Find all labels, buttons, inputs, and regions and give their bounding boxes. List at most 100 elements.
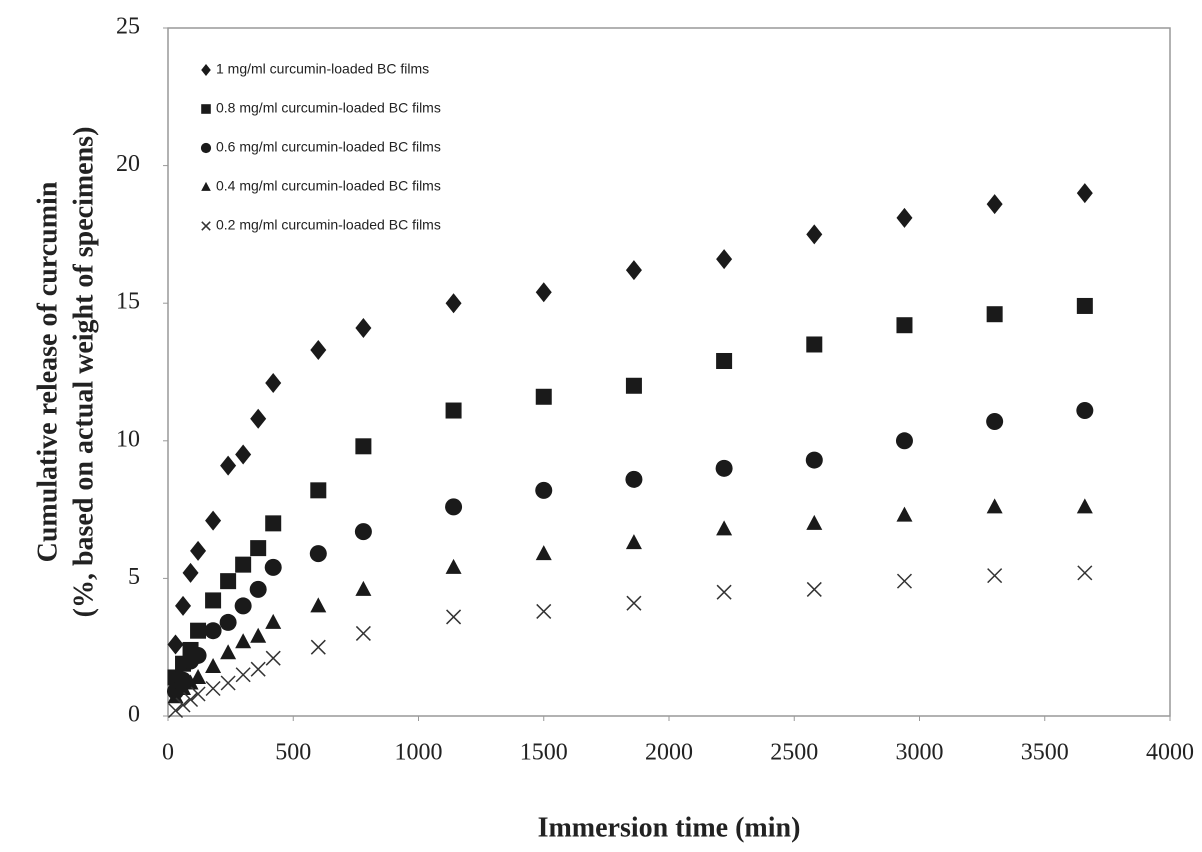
legend-marker: [201, 64, 211, 76]
data-point: [175, 697, 191, 713]
data-point: [189, 646, 207, 664]
data-point: [445, 498, 463, 516]
legend-label: 0.2 mg/ml curcumin-loaded BC films: [216, 217, 441, 233]
data-point: [716, 249, 733, 270]
x-tick-label: 0: [162, 740, 174, 766]
legend-label: 1 mg/ml curcumin-loaded BC films: [216, 61, 429, 77]
data-point: [175, 595, 192, 616]
data-point: [536, 603, 552, 619]
data-point: [987, 568, 1003, 584]
data-point: [190, 540, 207, 561]
y-tick-label: 20: [116, 151, 140, 177]
data-point: [183, 691, 199, 708]
data-point: [175, 679, 192, 695]
data-point: [1076, 402, 1094, 420]
data-point: [535, 388, 552, 405]
data-point: [310, 482, 327, 499]
data-point: [265, 650, 281, 666]
data-point: [895, 432, 913, 450]
data-point: [625, 377, 642, 394]
data-point: [205, 592, 222, 609]
x-tick-label: 2500: [770, 740, 818, 766]
data-point: [896, 207, 913, 228]
data-point: [235, 444, 252, 465]
data-point: [986, 306, 1003, 323]
data-point: [190, 686, 206, 702]
data-point: [625, 534, 642, 550]
y-tick-label: 25: [116, 14, 140, 40]
x-tick-label: 500: [275, 740, 311, 766]
data-point: [716, 584, 732, 600]
data-point: [167, 688, 184, 704]
data-point: [715, 459, 733, 477]
data-point: [446, 609, 462, 625]
data-point: [265, 613, 282, 629]
data-point: [220, 455, 237, 476]
data-point: [265, 373, 282, 394]
x-tick-label: 1500: [520, 740, 568, 766]
data-point: [625, 260, 642, 281]
data-point: [986, 413, 1004, 431]
legend-label: 0.6 mg/ml curcumin-loaded BC films: [216, 139, 441, 155]
data-point: [805, 451, 823, 469]
data-point: [445, 558, 462, 574]
y-tick-label: 10: [116, 426, 140, 452]
data-point: [219, 613, 237, 631]
data-point: [986, 498, 1003, 514]
legend-label: 0.4 mg/ml curcumin-loaded BC films: [216, 178, 441, 194]
data-point: [625, 470, 643, 488]
data-point: [896, 573, 913, 589]
data-point: [1076, 297, 1093, 314]
x-tick-label: 4000: [1146, 740, 1194, 766]
data-point: [220, 675, 236, 691]
data-point: [354, 523, 372, 541]
data-point: [1076, 183, 1093, 204]
data-point: [182, 674, 199, 690]
data-point: [310, 639, 326, 655]
data-point: [626, 595, 642, 611]
data-point: [204, 622, 222, 640]
data-point: [1077, 565, 1093, 581]
data-point: [986, 194, 1003, 215]
x-tick-label: 1000: [395, 740, 443, 766]
data-point: [250, 408, 267, 429]
data-point: [716, 520, 733, 536]
data-point: [220, 573, 237, 590]
legend-marker: [201, 221, 211, 231]
legend-marker: [201, 181, 211, 191]
data-point: [1076, 498, 1093, 514]
data-point: [190, 622, 207, 639]
data-point: [355, 438, 372, 455]
legend-marker: [201, 104, 211, 114]
data-point: [167, 634, 184, 655]
data-point: [250, 540, 267, 557]
data-point: [190, 668, 207, 684]
data-point: [250, 661, 266, 677]
data-point: [235, 667, 251, 683]
data-point: [806, 336, 823, 353]
data-point: [806, 514, 823, 530]
legend-marker: [200, 142, 212, 154]
x-axis-title: Immersion time (min): [538, 812, 801, 843]
x-tick-label: 3000: [896, 740, 944, 766]
y-tick-label: 0: [128, 702, 140, 728]
data-point: [355, 317, 372, 338]
data-point: [716, 352, 733, 369]
data-point: [896, 317, 913, 334]
data-point: [205, 510, 222, 531]
data-point: [355, 625, 371, 641]
data-point: [445, 293, 462, 314]
data-point: [309, 545, 327, 563]
plot-frame: [167, 27, 1171, 717]
y-axis-title: Cumulative release of curcumin: [32, 181, 63, 562]
data-point: [355, 580, 372, 596]
data-point: [234, 597, 252, 615]
y-tick-label: 5: [128, 564, 140, 590]
data-point: [535, 481, 553, 499]
legend-label: 0.8 mg/ml curcumin-loaded BC films: [216, 100, 441, 116]
data-point: [265, 515, 282, 532]
x-tick-label: 3500: [1021, 740, 1069, 766]
data-point: [806, 224, 823, 245]
data-point: [806, 581, 822, 597]
